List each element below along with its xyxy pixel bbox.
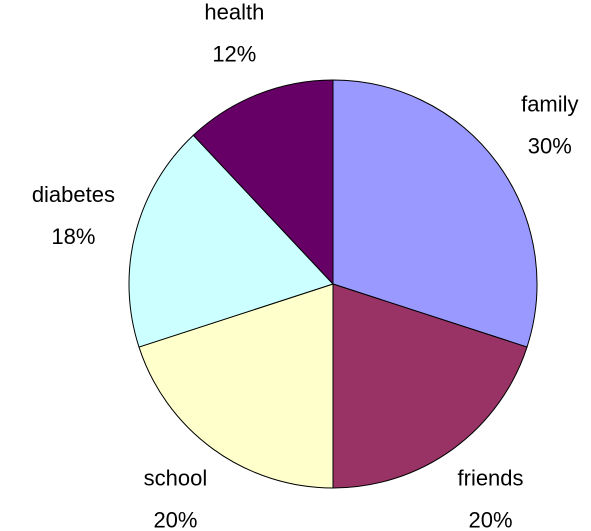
slice-value-label: 20% [469, 508, 513, 531]
slice-value-label: 12% [212, 42, 256, 67]
slice-label: family [521, 91, 578, 116]
pie-slice [138, 283, 334, 489]
pie-slice [332, 283, 528, 489]
slice-value-label: 30% [528, 133, 572, 158]
slice-value-label: 20% [153, 508, 197, 531]
slice-label: health [204, 0, 264, 25]
pie-slice [332, 79, 538, 348]
pie-slice [192, 79, 334, 286]
pie-slice [128, 134, 334, 348]
slice-label: diabetes [32, 182, 115, 207]
slice-label: friends [458, 466, 524, 491]
slice-label: school [144, 466, 208, 491]
slice-value-label: 18% [51, 224, 95, 249]
